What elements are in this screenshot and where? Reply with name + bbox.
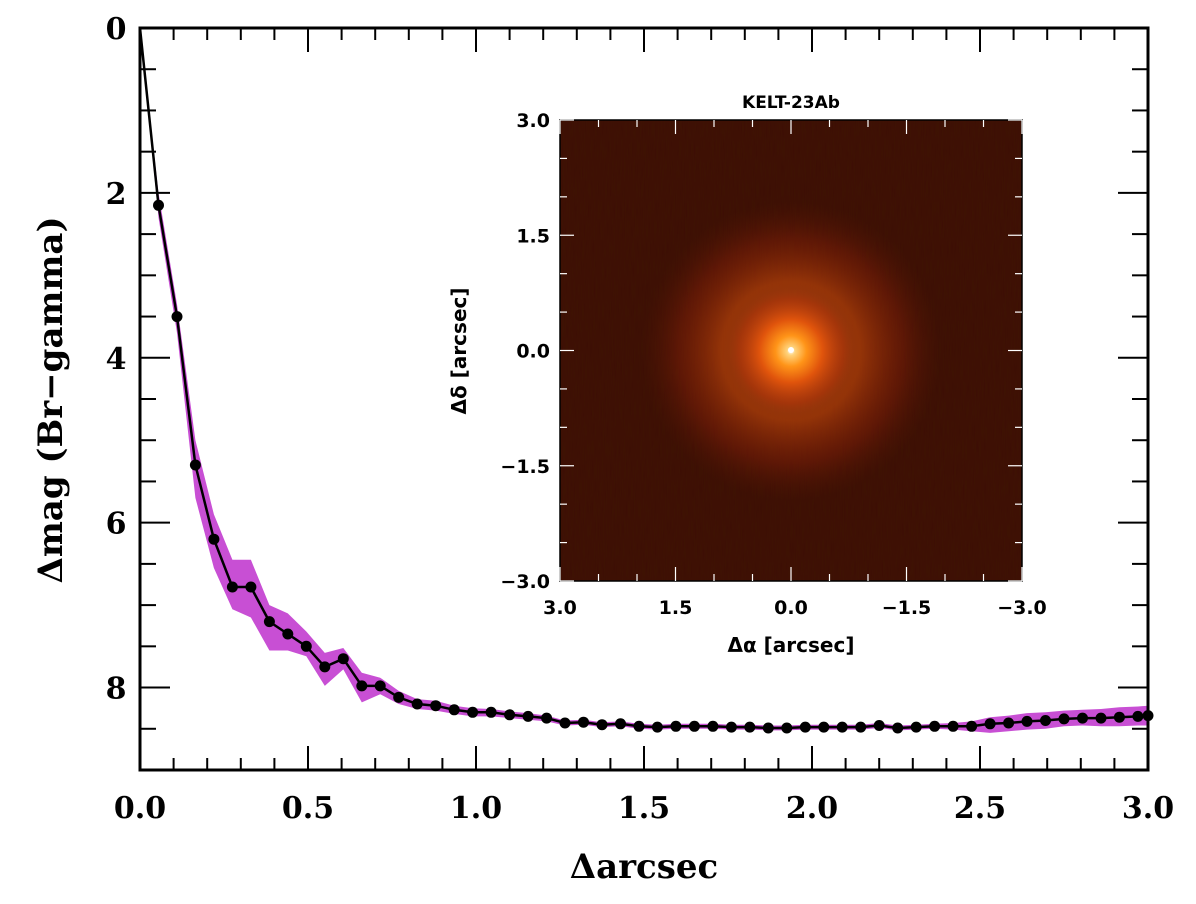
main-y-tick-labels: 0 2 4 6 8 <box>106 12 127 707</box>
data-point <box>596 719 608 731</box>
data-point <box>430 700 442 712</box>
data-point <box>263 616 275 628</box>
data-point <box>1132 710 1144 722</box>
data-point <box>411 698 423 710</box>
data-point <box>448 704 460 716</box>
x-tick-label: 0.0 <box>114 791 166 826</box>
inset-x-tick-label: −1.5 <box>882 597 932 619</box>
data-point <box>910 721 922 733</box>
data-point <box>1040 715 1051 726</box>
inset-x-axis-title: Δα [arcsec] <box>727 633 854 657</box>
data-point <box>541 712 553 724</box>
data-point <box>504 709 516 721</box>
data-point <box>799 721 811 733</box>
inset-x-tick-label: −3.0 <box>997 597 1047 619</box>
data-point <box>688 720 700 732</box>
data-point <box>319 661 331 673</box>
data-point <box>781 722 793 734</box>
main-y-axis-title: Δmag (Br−gamma) <box>31 216 71 583</box>
y-tick-label: 8 <box>106 672 127 707</box>
inset-y-tick-labels: 3.0 1.5 0.0 −1.5 −3.0 <box>500 110 550 593</box>
inset-image <box>560 120 1022 581</box>
data-points-layer <box>153 199 1154 734</box>
inset-x-tick-labels: 3.0 1.5 0.0 −1.5 −3.0 <box>543 597 1047 619</box>
data-point <box>818 721 830 733</box>
data-point <box>947 720 959 732</box>
x-tick-label: 3.0 <box>1122 791 1174 826</box>
data-point <box>873 720 885 731</box>
x-tick-label: 1.0 <box>450 791 502 826</box>
data-point <box>208 533 220 545</box>
data-point <box>1003 717 1015 729</box>
y-tick-label: 2 <box>106 177 127 212</box>
data-point <box>153 199 164 211</box>
data-point <box>892 722 904 734</box>
data-point <box>670 720 682 732</box>
data-point <box>1113 711 1125 723</box>
data-point <box>725 721 737 733</box>
inset-y-tick-label: 0.0 <box>516 341 550 363</box>
y-tick-label: 4 <box>106 342 127 377</box>
inset-y-axis-title: Δδ [arcsec] <box>447 287 471 414</box>
data-point <box>467 706 479 718</box>
data-point <box>984 718 996 730</box>
data-point <box>615 718 626 730</box>
main-x-tick-labels: 0.0 0.5 1.0 1.5 2.0 2.5 3.0 <box>114 791 1174 826</box>
data-point <box>485 706 497 718</box>
inset-y-tick-label: −3.0 <box>500 571 550 593</box>
data-point <box>651 721 663 733</box>
data-point <box>855 721 867 733</box>
data-point <box>189 459 201 471</box>
data-point <box>337 653 349 665</box>
x-tick-label: 2.0 <box>786 791 838 826</box>
data-point <box>559 717 571 729</box>
data-point <box>226 581 238 593</box>
data-point <box>171 311 183 323</box>
data-point <box>356 680 368 692</box>
inset-y-tick-label: 1.5 <box>516 225 550 247</box>
x-tick-label: 1.5 <box>618 791 670 826</box>
data-point <box>300 640 312 652</box>
inset-y-tick-label: −1.5 <box>500 456 550 478</box>
inset-y-tick-label: 3.0 <box>516 110 550 132</box>
data-point <box>1021 715 1033 727</box>
data-point <box>578 716 589 728</box>
x-tick-label: 2.5 <box>954 791 1006 826</box>
main-ticks-layer <box>139 27 1149 771</box>
data-point <box>744 721 756 733</box>
main-x-axis-title: Δarcsec <box>570 847 719 887</box>
y-tick-label: 6 <box>106 507 127 542</box>
data-point <box>245 581 257 593</box>
data-point <box>374 680 386 692</box>
inset-x-tick-label: 0.0 <box>774 597 808 619</box>
data-point <box>762 722 774 734</box>
data-point <box>282 628 294 640</box>
stellar-peak <box>788 347 794 353</box>
data-point <box>1095 712 1107 724</box>
data-point <box>966 720 978 732</box>
inset-ticks-layer <box>559 119 1023 582</box>
data-point <box>393 691 405 703</box>
data-point <box>1077 712 1088 724</box>
data-point <box>836 721 848 733</box>
data-point <box>1058 713 1070 725</box>
data-point <box>522 710 534 722</box>
data-point <box>633 720 645 732</box>
x-tick-label: 0.5 <box>282 791 334 826</box>
y-tick-label: 0 <box>106 12 127 47</box>
data-point <box>707 720 719 732</box>
inset-title: KELT-23Ab <box>742 93 840 113</box>
inset-x-tick-label: 3.0 <box>543 597 577 619</box>
inset-x-tick-label: 1.5 <box>659 597 693 619</box>
data-point <box>929 720 941 732</box>
